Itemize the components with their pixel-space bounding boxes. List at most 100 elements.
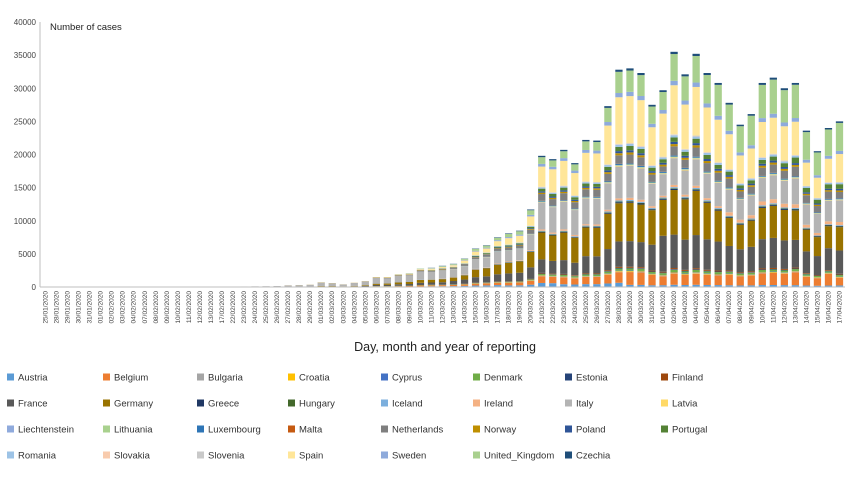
bar-segment [791, 210, 800, 240]
x-tick-label: 11/04/2020 [770, 291, 777, 323]
bar-segment [780, 179, 788, 181]
bar-segment [626, 266, 634, 268]
bar-segment [626, 96, 634, 144]
legend-swatch [103, 399, 110, 407]
bar-segment [560, 260, 568, 274]
bar-segment [659, 166, 667, 172]
bar-segment [725, 245, 733, 271]
bar-segment [527, 234, 535, 251]
bar-segment [681, 159, 689, 168]
bar-segment [527, 267, 535, 279]
bar-segment [780, 285, 788, 287]
bar-segment [703, 154, 711, 160]
bar-segment [758, 269, 766, 271]
bar-segment [780, 88, 788, 91]
bar-segment [659, 197, 667, 199]
bar-segment [692, 56, 700, 83]
bar-segment [780, 126, 788, 161]
bar-segment [769, 199, 777, 204]
bar-segment [549, 232, 557, 234]
bar-segment [582, 149, 590, 153]
bar-segment [538, 194, 546, 201]
bar-segment [560, 187, 568, 191]
bar-segment [736, 249, 744, 273]
bar-segment [659, 198, 667, 200]
bar-segment [670, 269, 678, 273]
bar-segment [648, 171, 656, 173]
bar-segment [549, 192, 557, 194]
bar-segment [604, 183, 612, 210]
bar-segment [747, 275, 755, 286]
x-tick-label: 09/04/2020 [748, 291, 755, 324]
bar-segment [659, 174, 667, 196]
bar-segment [703, 270, 711, 272]
bar-segment [714, 115, 722, 120]
bar-segment [538, 230, 546, 232]
legend-swatch [288, 451, 295, 459]
legend-label: Ireland [484, 399, 513, 410]
bar-segment [736, 199, 744, 220]
x-tick-label: 04/02/2020 [131, 291, 138, 324]
bar-segment [560, 151, 568, 159]
bar-segment [681, 168, 689, 170]
bar-segment [615, 165, 623, 167]
x-tick-label: 30/03/2020 [638, 291, 645, 324]
bar-segment [758, 205, 766, 207]
bar-segment [802, 204, 811, 225]
bar-segment [681, 76, 689, 101]
legend-swatch [473, 373, 480, 381]
bar-segment [747, 220, 755, 247]
bar-segment [692, 147, 700, 157]
legend-item: Greece [197, 399, 239, 410]
bar-segment [615, 146, 623, 152]
legend-swatch [565, 425, 572, 433]
bar-segment [482, 247, 491, 249]
bar-segment [714, 208, 722, 210]
bar-segment [505, 262, 513, 274]
bar-segment [560, 230, 568, 232]
bar-segment [835, 122, 844, 151]
bar-segment [449, 269, 458, 278]
bar-segment [549, 160, 557, 167]
bar-segment [758, 239, 766, 269]
legend-item: Czechia [565, 451, 611, 462]
bar-segment [306, 284, 314, 287]
bar-segment [604, 106, 612, 108]
bar-segment [824, 273, 833, 286]
bar-segment [758, 201, 766, 206]
legend-swatch [288, 373, 295, 381]
bar-segment [637, 165, 645, 167]
bar-segment [681, 239, 689, 270]
x-tick-label: 27/03/2020 [605, 291, 612, 324]
bar-segment [505, 246, 513, 248]
bar-segment [670, 54, 678, 81]
bar-segment [725, 187, 733, 189]
bar-segment [560, 191, 568, 194]
bar-segment [438, 282, 447, 285]
bar-segment [648, 271, 656, 274]
bar-segment [736, 285, 744, 287]
legend-swatch [473, 399, 480, 407]
bar-segment [824, 270, 833, 271]
bar-segment [394, 282, 403, 285]
bar-segment [835, 285, 844, 287]
x-tick-label: 27/02/2020 [285, 291, 292, 324]
bar-segment [648, 165, 656, 168]
bar-segment [615, 267, 623, 269]
bar-segment [758, 206, 766, 207]
bar-segment [549, 197, 557, 200]
legend-item: Malta [288, 425, 323, 436]
bar-segment [714, 82, 722, 85]
bar-segment [383, 277, 391, 279]
bar-segment [593, 186, 601, 189]
legend-item: Croatia [288, 373, 330, 384]
bar-segment [516, 234, 524, 236]
bar-segment [482, 248, 491, 253]
bar-segment [769, 77, 777, 80]
bar-segment [681, 169, 689, 170]
bar-segment [593, 227, 601, 257]
bar-segment [527, 214, 535, 217]
bar-segment [427, 268, 436, 270]
bar-segment [758, 159, 766, 164]
bar-segment [813, 278, 822, 286]
